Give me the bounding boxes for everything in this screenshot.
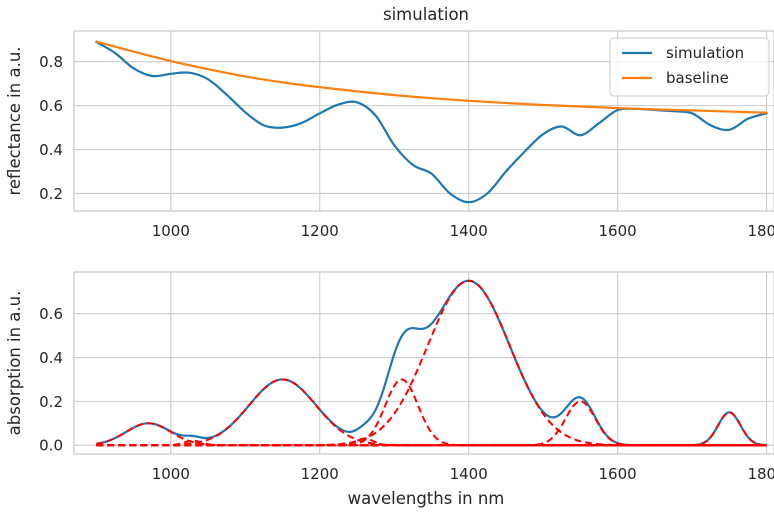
component-curve-6 <box>96 400 767 447</box>
bottom-x-tick-label: 1600 <box>599 465 637 483</box>
top-y-tick-label: 0.2 <box>39 185 63 203</box>
bottom-x-tick-label: 1400 <box>450 465 488 483</box>
legend-label-simulation: simulation <box>666 44 744 62</box>
top-y-tick-label: 0.6 <box>39 97 63 115</box>
top-plot-frame <box>73 30 774 212</box>
bottom-y-tick-label: 0.4 <box>39 349 63 367</box>
legend: simulation baseline <box>609 37 770 97</box>
bottom-gridlines <box>74 272 774 454</box>
bottom-x-tick-label: 1200 <box>301 465 339 483</box>
bottom-y-tick-labels: 0.0 0.2 0.4 0.6 <box>39 305 63 455</box>
top-x-tick-label: 1600 <box>599 222 637 240</box>
component-curve-4 <box>96 378 767 447</box>
series-line-baseline <box>95 40 768 114</box>
legend-label-baseline: baseline <box>666 69 729 87</box>
top-y-tick-label: 0.4 <box>39 141 63 159</box>
component-curve-5 <box>96 279 767 447</box>
top-y-tick-label: 0.8 <box>39 53 63 71</box>
sum-curve <box>96 279 767 447</box>
top-x-tick-label: 1400 <box>450 222 488 240</box>
top-series-lines <box>95 40 768 204</box>
bottom-y-axis-label: absorption in a.u. <box>5 291 24 436</box>
bottom-x-tick-label: 1000 <box>152 465 190 483</box>
bottom-series-lines <box>96 279 767 447</box>
bottom-plot-frame <box>73 271 774 455</box>
bottom-x-axis-label: wavelengths in nm <box>348 489 505 508</box>
top-x-tick-label: 1000 <box>152 222 190 240</box>
chart-title: simulation <box>383 5 469 24</box>
component-curve-2 <box>96 378 767 447</box>
bottom-y-tick-label: 0.2 <box>39 393 63 411</box>
bottom-y-tick-label: 0.0 <box>39 437 63 455</box>
component-curve-7 <box>96 411 767 447</box>
top-y-tick-labels: 0.2 0.4 0.6 0.8 <box>39 53 63 203</box>
top-y-axis-label: reflectance in a.u. <box>5 46 24 195</box>
top-x-tick-label: 1200 <box>301 222 339 240</box>
bottom-y-tick-label: 0.6 <box>39 305 63 323</box>
